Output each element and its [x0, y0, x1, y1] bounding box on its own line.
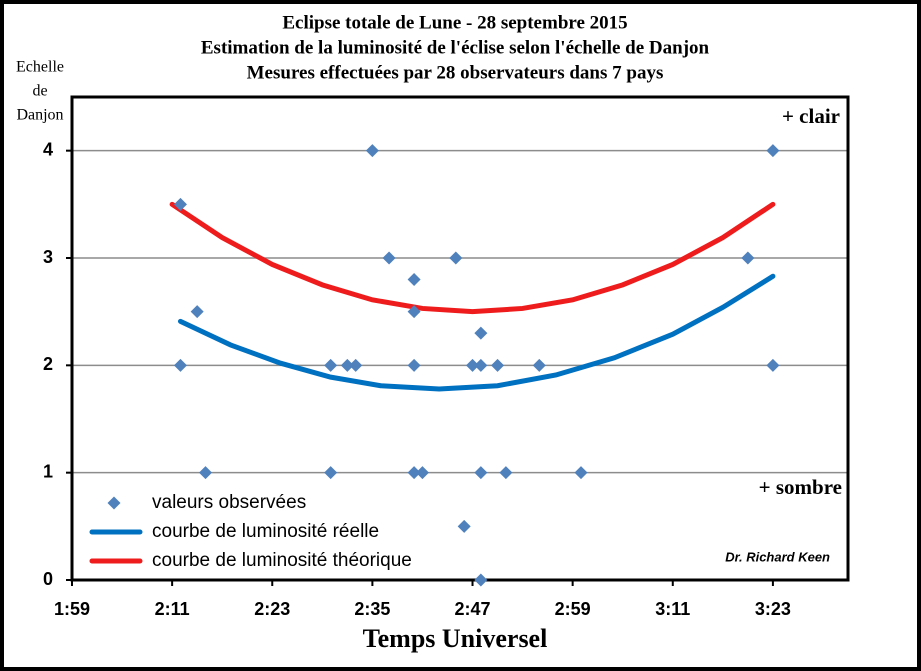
legend-marker	[107, 496, 121, 510]
point	[340, 358, 354, 372]
point	[491, 358, 505, 372]
curve	[169, 201, 776, 315]
point	[173, 358, 187, 372]
point	[766, 144, 780, 158]
point	[199, 466, 213, 480]
point	[499, 466, 513, 480]
chart-title: Mesures effectuées par 28 observateurs d…	[247, 62, 664, 83]
point	[532, 358, 546, 372]
point	[407, 305, 421, 319]
x-tick-label: 2:59	[555, 599, 591, 619]
point	[474, 573, 488, 587]
y-tick-label: 2	[43, 354, 53, 374]
annotation: + sombre	[759, 475, 842, 499]
y-axis-label: Echelle	[16, 59, 64, 76]
legend-label: courbe de luminosité théorique	[152, 550, 412, 571]
point	[407, 272, 421, 286]
y-tick-label: 1	[43, 461, 53, 481]
x-tick-label: 1:59	[54, 599, 90, 619]
point	[407, 466, 421, 480]
point	[349, 358, 363, 372]
point	[190, 305, 204, 319]
legend-label: valeurs observées	[152, 492, 306, 513]
point	[741, 251, 755, 265]
point	[474, 358, 488, 372]
point	[466, 358, 480, 372]
point	[407, 358, 421, 372]
point	[474, 466, 488, 480]
y-axis-label: de	[32, 83, 47, 100]
x-axis-label: Temps Universel	[363, 624, 548, 653]
x-tick-label: 2:23	[254, 599, 290, 619]
x-tick-label: 2:35	[354, 599, 390, 619]
annotation: Dr. Richard Keen	[725, 549, 830, 564]
point	[324, 466, 338, 480]
point	[574, 466, 588, 480]
point	[365, 144, 379, 158]
point	[382, 251, 396, 265]
legend-label: courbe de luminosité réelle	[152, 521, 379, 542]
x-tick-label: 3:23	[755, 599, 791, 619]
x-tick-label: 3:11	[655, 599, 690, 619]
point	[173, 197, 187, 211]
point	[766, 358, 780, 372]
curve	[177, 273, 776, 392]
x-tick-label: 2:11	[155, 599, 190, 619]
point	[415, 466, 429, 480]
point	[449, 251, 463, 265]
chart-title: Eclipse totale de Lune - 28 septembre 20…	[282, 12, 627, 33]
annotation: + clair	[782, 104, 840, 128]
y-tick-label: 4	[43, 139, 53, 159]
y-axis-label: Danjon	[16, 107, 63, 124]
point	[474, 326, 488, 340]
point	[457, 519, 471, 533]
chart-title: Estimation de la luminosité de l'éclise …	[201, 37, 710, 58]
point	[324, 358, 338, 372]
y-tick-label: 3	[43, 247, 53, 267]
plot-area	[70, 95, 850, 582]
x-tick-label: 2:47	[455, 599, 491, 619]
y-tick-label: 0	[43, 569, 53, 589]
